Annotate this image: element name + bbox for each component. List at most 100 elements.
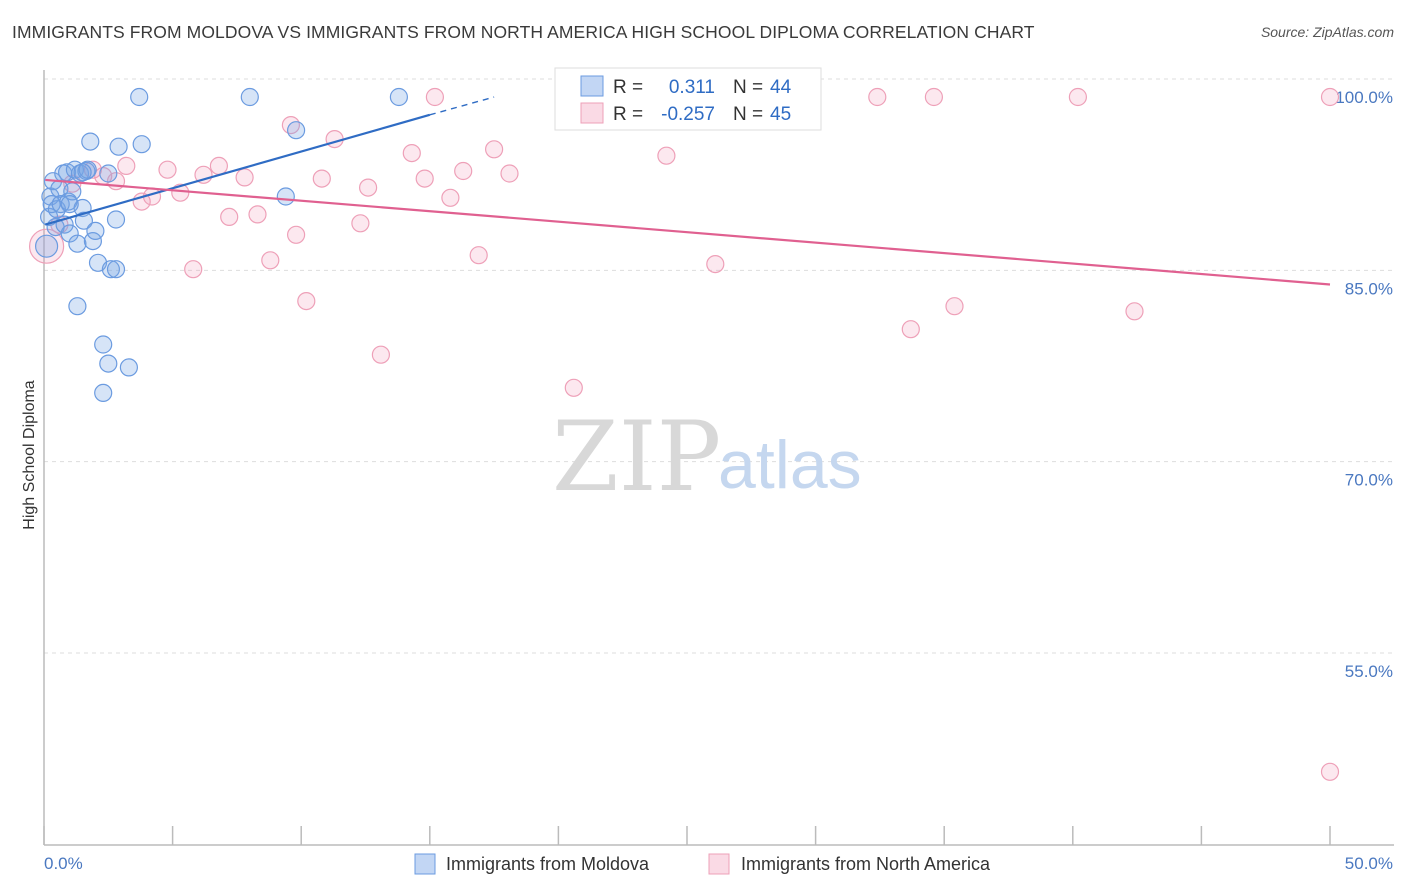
y-axis-label: High School Diploma — [21, 380, 38, 530]
series-legend-label-north-america: Immigrants from North America — [741, 854, 991, 874]
north-america-point-43 — [1320, 87, 1340, 107]
moldova-point-26 — [68, 297, 87, 316]
north-america-point-39 — [924, 87, 944, 107]
moldova-point-38 — [276, 187, 295, 206]
watermark-zip: ZIP — [552, 401, 721, 513]
y-tick-label-100: 100.0% — [1335, 88, 1393, 107]
north-america-point-11 — [184, 260, 203, 279]
x-tick-label-min: 0.0% — [44, 854, 83, 873]
north-america-point-44 — [1320, 762, 1340, 781]
north-america-point-30 — [454, 161, 473, 181]
moldova-point-32 — [119, 358, 138, 377]
moldova-point-27 — [94, 335, 113, 354]
north-america-point-19 — [287, 225, 306, 244]
moldova-point-22 — [81, 132, 100, 151]
legend-r-label-blue: R = — [613, 77, 643, 98]
legend-r-value-pink: -0.257 — [661, 104, 715, 125]
north-america-point-34 — [564, 378, 583, 397]
moldova-point-42 — [99, 164, 118, 183]
north-america-point-37 — [868, 87, 887, 107]
north-america-point-18 — [281, 115, 300, 135]
y-tick-label-85: 85.0% — [1345, 279, 1393, 298]
north-america-point-41 — [1068, 87, 1088, 107]
moldova-point-37 — [240, 87, 259, 107]
legend-n-value-blue: 44 — [770, 77, 792, 98]
north-america-trend-line — [45, 178, 1331, 286]
north-america-point-36 — [706, 255, 725, 274]
north-america-point-9 — [158, 160, 177, 179]
moldova-point-43 — [60, 195, 79, 214]
moldova-point-0 — [34, 234, 59, 258]
legend-swatch-blue — [580, 75, 604, 97]
north-america-point-16 — [248, 205, 267, 224]
correlation-legend: R = 0.311 N = 44 R = -0.257 N = 45 — [554, 67, 822, 131]
series-legend-label-moldova: Immigrants from Moldova — [446, 854, 650, 874]
north-america-point-17 — [261, 251, 280, 270]
north-america-point-23 — [351, 214, 370, 233]
north-america-point-0 — [28, 228, 65, 264]
north-america-point-15 — [235, 168, 254, 187]
moldova-trend-line — [44, 113, 431, 226]
moldova-point-33 — [106, 210, 126, 229]
moldova-point-39 — [287, 121, 306, 140]
y-tick-labels: 100.0% 85.0% 70.0% 55.0% — [1335, 88, 1393, 681]
moldova-point-24 — [86, 221, 105, 240]
north-america-point-32 — [485, 140, 504, 159]
moldova-point-13 — [60, 224, 79, 243]
moldova-point-16 — [68, 234, 87, 253]
north-america-point-38 — [901, 320, 920, 339]
north-america-point-29 — [441, 188, 460, 207]
north-america-point-42 — [1125, 302, 1144, 321]
legend-r-value-blue: 0.311 — [669, 77, 715, 98]
north-america-point-27 — [415, 169, 434, 188]
moldova-point-29 — [94, 383, 113, 402]
moldova-point-19 — [74, 211, 94, 230]
moldova-point-21 — [78, 160, 97, 179]
legend-swatch-pink — [580, 102, 604, 124]
series-legend: Immigrants from Moldova Immigrants from … — [414, 853, 991, 875]
north-america-point-22 — [325, 130, 344, 149]
moldova-point-30 — [101, 260, 121, 279]
north-america-point-31 — [469, 246, 488, 265]
y-tick-label-55: 55.0% — [1345, 662, 1393, 681]
legend-n-label-pink: N = — [733, 104, 763, 125]
moldova-point-31 — [106, 260, 126, 279]
moldova-point-28 — [99, 354, 118, 373]
correlation-legend-box — [554, 67, 822, 131]
series-north-america-points — [28, 87, 1340, 781]
moldova-point-36 — [130, 87, 149, 107]
moldova-point-41 — [73, 163, 92, 182]
north-america-point-25 — [371, 345, 390, 364]
north-america-point-21 — [312, 169, 331, 188]
north-america-point-24 — [359, 178, 378, 197]
north-america-point-14 — [220, 207, 239, 226]
legend-n-value-pink: 45 — [770, 104, 791, 125]
moldova-trend-extension — [429, 96, 495, 116]
watermark-atlas: atlas — [718, 427, 862, 503]
north-america-point-13 — [209, 156, 228, 175]
x-tick-label-max: 50.0% — [1345, 854, 1393, 873]
trend-lines — [44, 96, 1331, 286]
x-tick-marks — [43, 826, 1331, 845]
chart-title: IMMIGRANTS FROM MOLDOVA VS IMMIGRANTS FR… — [12, 22, 1035, 42]
north-america-point-33 — [500, 164, 519, 183]
y-tick-label-70: 70.0% — [1345, 471, 1393, 490]
north-america-point-35 — [657, 146, 676, 165]
moldova-point-34 — [109, 137, 128, 156]
north-america-point-10 — [171, 183, 190, 202]
series-legend-swatch-moldova — [414, 853, 436, 875]
gridlines — [44, 78, 1394, 654]
north-america-point-26 — [402, 144, 421, 163]
north-america-point-28 — [425, 87, 444, 107]
north-america-point-20 — [297, 292, 316, 311]
series-legend-swatch-north-america — [708, 853, 730, 875]
north-america-point-6 — [117, 156, 136, 175]
north-america-point-40 — [945, 297, 964, 316]
moldova-point-35 — [132, 135, 151, 154]
legend-n-label-blue: N = — [733, 77, 763, 98]
series-moldova-points — [34, 87, 408, 402]
legend-r-label-pink: R = — [613, 104, 643, 125]
source-label: Source: ZipAtlas.com — [1260, 24, 1394, 40]
moldova-point-40 — [389, 87, 408, 107]
